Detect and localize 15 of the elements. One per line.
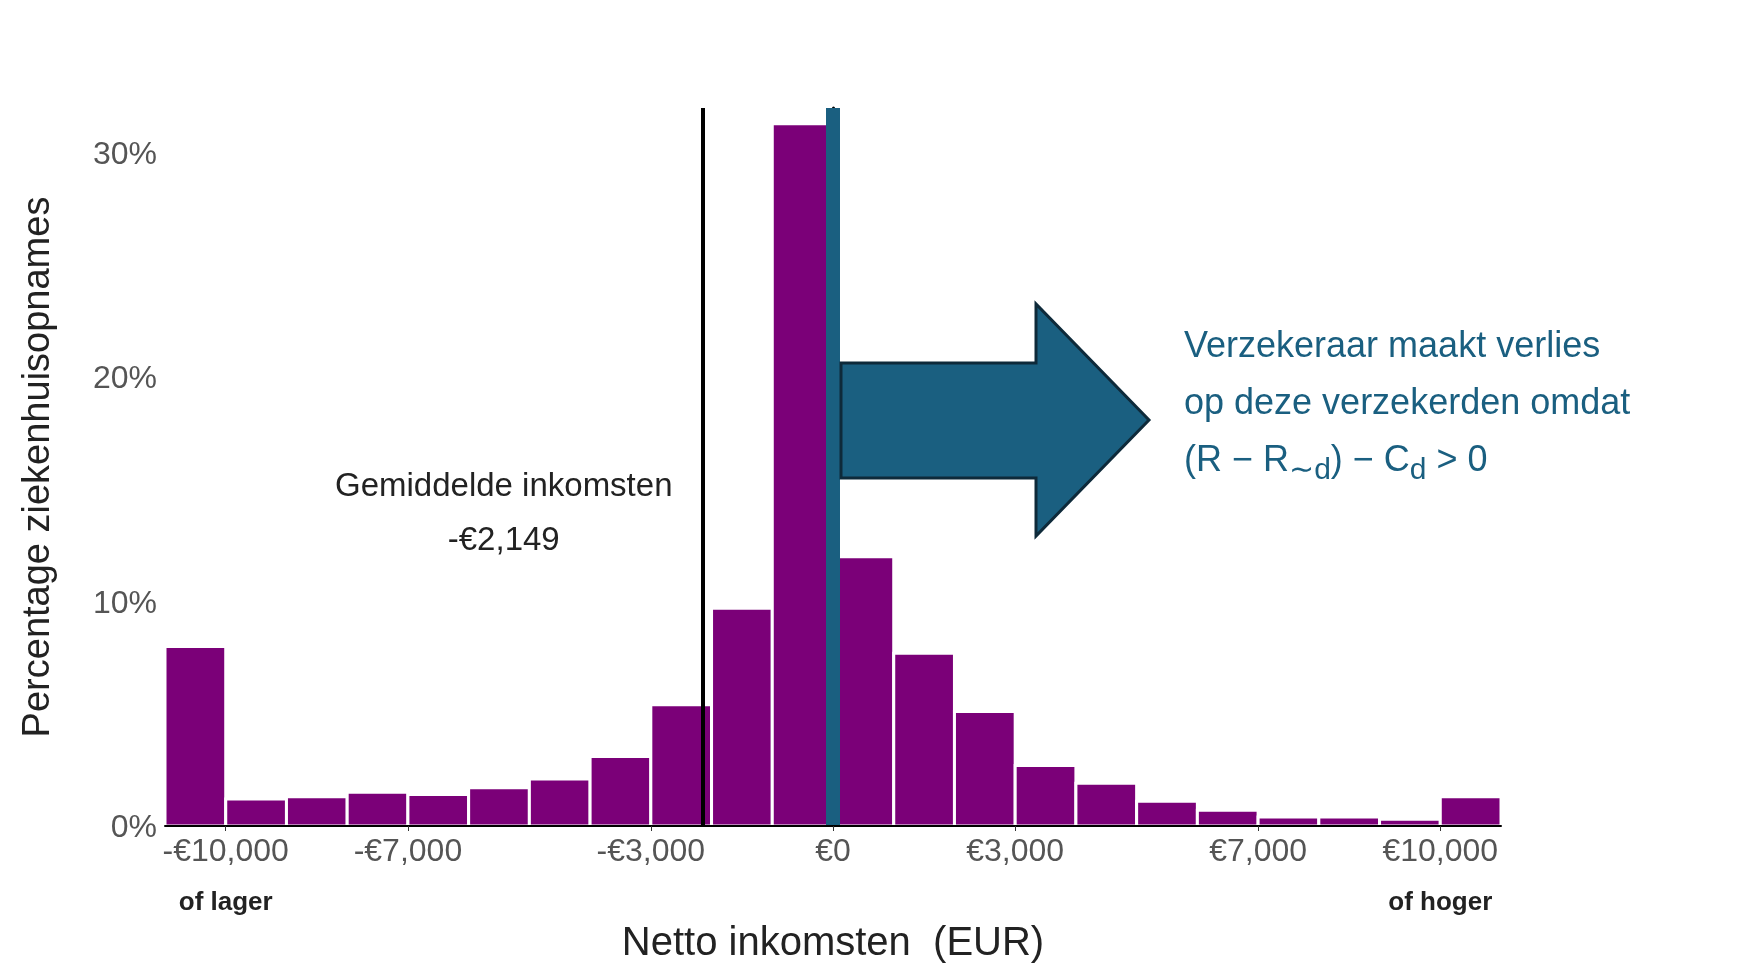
x-axis-title: Netto inkomsten (EUR): [621, 919, 1045, 963]
x-tick-label: -€7,000: [353, 832, 463, 868]
y-tick-label: 30%: [92, 134, 157, 171]
annotation: Verzekeraar maakt verlies op deze verzekerden omdat (R − R$_{∼d}$) − C$_{d}$ > 0: [1184, 323, 1631, 488]
x-tick-label: €7,000: [1209, 832, 1308, 868]
x-tick-label: €10,000 of hoger: [1382, 832, 1499, 916]
y-tick-label: 0%: [110, 808, 157, 844]
y-tick-label: 20%: [92, 359, 157, 396]
ref-line-label: Gemiddelde inkomsten -€2,149: [334, 464, 673, 559]
x-tick-label: €3,000: [966, 832, 1065, 868]
x-tick-label: -€10,000 of lager: [162, 832, 289, 916]
y-tick-label: 10%: [92, 583, 157, 620]
x-tick-label: -€3,000: [596, 832, 706, 868]
y-axis-title: Percentage ziekenhuisopnames: [15, 196, 57, 738]
x-tick-label: €0: [815, 832, 851, 868]
